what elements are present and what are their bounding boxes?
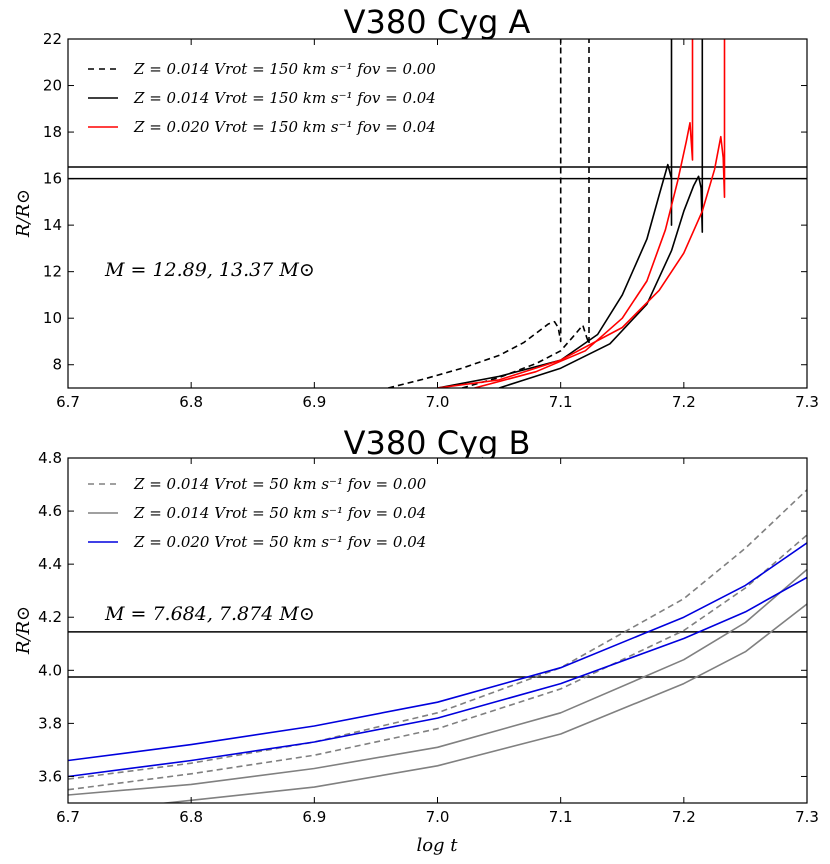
y-axis-label: R/R⊙	[13, 606, 34, 655]
legend-entry: Z = 0.020 Vrot = 50 km s⁻¹ fov = 0.04	[133, 533, 426, 551]
chart-b-title: V380 Cyg B	[344, 424, 531, 462]
track-line	[68, 576, 807, 778]
track-line	[388, 39, 562, 388]
mass-annotation: M = 7.684, 7.874 M⊙	[104, 603, 315, 625]
y-tick-label: 4.4	[38, 555, 62, 573]
y-tick-label: 16	[43, 170, 62, 188]
y-tick-label: 12	[43, 263, 62, 281]
y-tick-label: 18	[43, 123, 62, 141]
x-tick-label: 7.2	[672, 808, 696, 826]
track-line	[437, 39, 726, 388]
x-axis-label: log t	[416, 835, 458, 856]
x-tick-label: 6.8	[179, 808, 203, 826]
y-tick-label: 14	[43, 216, 62, 234]
track-line	[158, 603, 807, 803]
track-line	[68, 542, 807, 762]
legend-entry: Z = 0.014 Vrot = 50 km s⁻¹ fov = 0.04	[133, 504, 426, 522]
legend-entry: Z = 0.020 Vrot = 150 km s⁻¹ fov = 0.04	[133, 118, 436, 136]
x-tick-label: 7.3	[795, 808, 819, 826]
track-line	[437, 39, 673, 388]
x-tick-label: 7.0	[426, 808, 450, 826]
y-tick-label: 3.6	[38, 767, 62, 785]
y-tick-label: 4.6	[38, 502, 62, 520]
y-axis-label: R/R⊙	[13, 189, 34, 238]
y-tick-label: 8	[52, 356, 62, 374]
track-line	[68, 489, 807, 780]
x-tick-label: 6.7	[56, 808, 80, 826]
x-tick-label: 6.7	[56, 393, 80, 411]
plot-lines	[68, 39, 807, 388]
plot-lines	[68, 489, 807, 803]
chart-a-title: V380 Cyg A	[344, 3, 531, 41]
y-tick-label: 4.0	[38, 661, 62, 679]
x-tick-label: 6.9	[302, 808, 326, 826]
x-tick-label: 7.3	[795, 393, 819, 411]
track-line	[474, 39, 694, 388]
x-tick-label: 7.0	[426, 393, 450, 411]
plot-frame	[67, 38, 808, 389]
legend-entry: Z = 0.014 Vrot = 150 km s⁻¹ fov = 0.04	[133, 89, 436, 107]
chart-b-plot: 6.7 6.8 6.9 7.0 7.1 7.2 7.3 3.6 3.8 4.0 4.2 4.4 4.6 4…	[13, 449, 819, 826]
y-tick-label: 22	[43, 30, 62, 48]
legend-entry: Z = 0.014 Vrot = 50 km s⁻¹ fov = 0.00	[133, 475, 427, 493]
track-line	[68, 568, 807, 796]
x-tick-label: 6.8	[179, 393, 203, 411]
track-line	[498, 39, 704, 388]
y-tick-label: 3.8	[38, 714, 62, 732]
plot-frame	[67, 457, 808, 804]
y-tick-label: 4.8	[38, 449, 62, 467]
y-tick-label: 4.2	[38, 608, 62, 626]
x-tick-label: 7.1	[549, 393, 573, 411]
y-tick-label: 10	[43, 309, 62, 327]
mass-annotation: M = 12.89, 13.37 M⊙	[104, 259, 315, 281]
x-tick-label: 6.9	[302, 393, 326, 411]
y-tick-label: 20	[43, 77, 62, 95]
x-tick-label: 7.2	[672, 393, 696, 411]
chart-a-plot: 6.7 6.8 6.9 7.0 7.1 7.2 7.3 8 10 12 14 16 18 20 22 R/R⊙…	[13, 30, 819, 411]
legend-entry: Z = 0.014 Vrot = 150 km s⁻¹ fov = 0.00	[133, 60, 436, 78]
x-tick-label: 7.1	[549, 808, 573, 826]
track-line	[68, 534, 807, 791]
